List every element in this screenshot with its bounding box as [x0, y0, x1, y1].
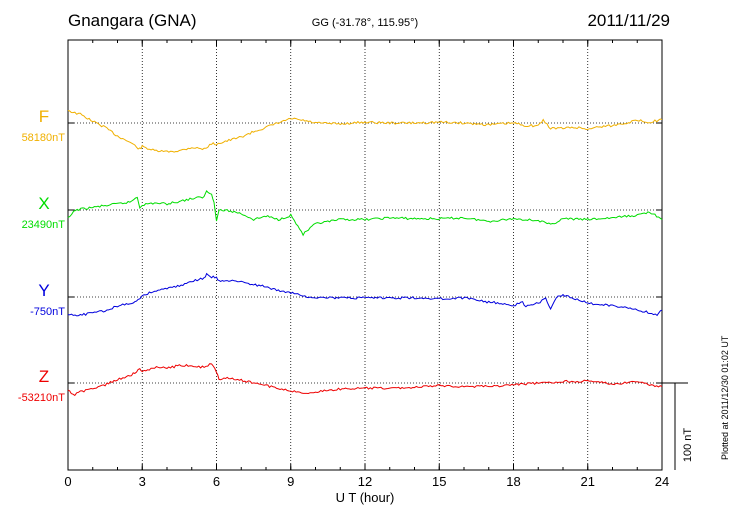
plotted-timestamp: Plotted at 2011/12/30 01:02 UT — [720, 335, 730, 460]
series-line-z — [67, 363, 663, 397]
x-tick-label: 15 — [432, 474, 446, 489]
x-tick-label: 9 — [287, 474, 294, 489]
series-line-x — [67, 190, 663, 237]
plot-date: 2011/11/29 — [587, 11, 670, 30]
series-name-x: X — [38, 194, 49, 213]
x-tick-label: 12 — [358, 474, 372, 489]
series-name-y: Y — [38, 281, 49, 300]
station-title: Gnangara (GNA) — [68, 11, 197, 30]
series-baseline-y: -750nT — [30, 306, 65, 318]
x-tick-label: 3 — [139, 474, 146, 489]
x-tick-label: 6 — [213, 474, 220, 489]
series-name-f: F — [39, 107, 49, 126]
x-tick-label: 0 — [64, 474, 71, 489]
series-labels: F 58180nT X 23490nT Y -750nT Z -53210nT — [18, 107, 65, 404]
series-name-z: Z — [39, 367, 49, 386]
grid — [68, 40, 662, 470]
x-ticks: 0 3 6 9 12 15 18 21 24 — [64, 40, 669, 489]
x-axis-label: U T (hour) — [335, 490, 395, 505]
series-lines — [67, 110, 663, 397]
x-tick-label: 21 — [581, 474, 595, 489]
plot-frame — [67, 39, 663, 471]
x-tick-label: 18 — [506, 474, 520, 489]
series-baseline-x: 23490nT — [22, 219, 66, 231]
series-line-f — [67, 110, 663, 153]
x-tick-label: 24 — [655, 474, 669, 489]
scale-bar-label: 100 nT — [682, 428, 694, 463]
series-baseline-z: -53210nT — [18, 392, 65, 404]
series-line-y — [68, 272, 663, 317]
station-coordinates: GG (-31.78°, 115.95°) — [311, 17, 419, 29]
series-baseline-f: 58180nT — [22, 132, 66, 144]
scale-bar: 100 nT — [662, 382, 694, 470]
